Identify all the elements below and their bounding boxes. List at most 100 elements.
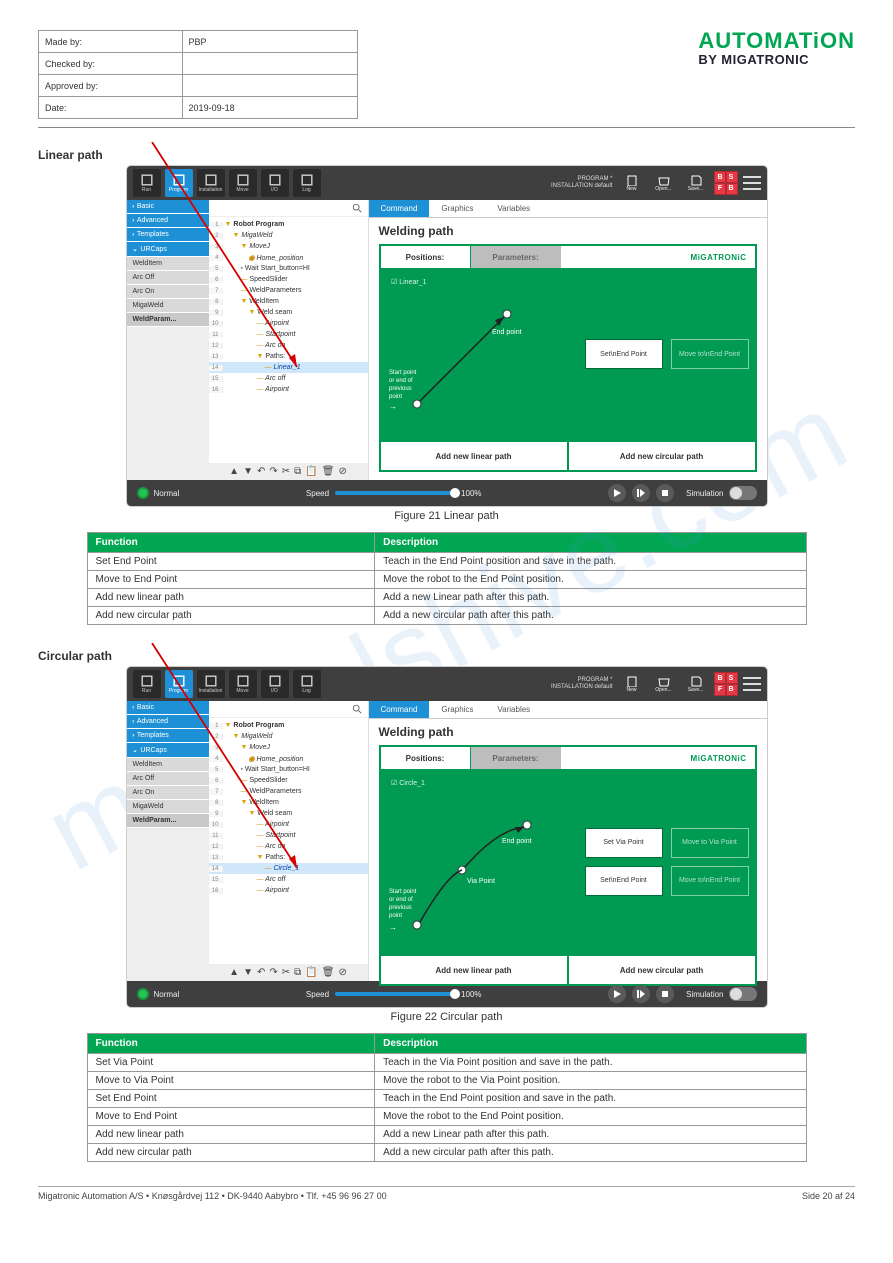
sidebar-item-arc on[interactable]: Arc On [127,786,209,800]
wp-tab-parameters:[interactable]: Parameters: [471,246,561,268]
topbar-tab-installation[interactable]: Installation [197,169,225,197]
tree-cut-icon[interactable]: ✂ [282,967,290,978]
tree-row[interactable]: 4 ◉ Home_position [209,252,368,263]
tree-row[interactable]: 11 — Startpoint [209,329,368,340]
tree-copy-icon[interactable]: ⧉ [294,967,301,978]
wp-button[interactable]: Move to\nEnd Point [671,339,749,369]
panel-tab-command[interactable]: Command [369,701,430,718]
sidebar-item-weldparam...[interactable]: WeldParam... [127,814,209,828]
hamburger-icon[interactable] [743,677,761,691]
sidebar-item-weldparam...[interactable]: WeldParam... [127,313,209,327]
tree-suppress-icon[interactable]: ⊘ [338,967,346,978]
panel-tab-graphics[interactable]: Graphics [429,701,485,718]
tree-cut-icon[interactable]: ✂ [282,466,290,477]
tree-row[interactable]: 5 ▪ Wait Start_button=HI [209,263,368,274]
topbar-new-icon[interactable]: New [619,174,645,192]
wp-button[interactable]: Move to\nEnd Point [671,866,749,896]
topbar-tab-installation[interactable]: Installation [197,670,225,698]
sidebar-section-templates[interactable]: Templates [127,729,209,743]
topbar-tab-run[interactable]: Run [133,670,161,698]
tree-row[interactable]: 16 — Airpoint [209,384,368,395]
wp-tab-positions:[interactable]: Positions: [381,246,471,268]
panel-tab-command[interactable]: Command [369,200,430,217]
tree-row[interactable]: 1 ▼ Robot Program [209,720,368,731]
topbar-tab-log[interactable]: Log [293,670,321,698]
sidebar-section-advanced[interactable]: Advanced [127,214,209,228]
topbar-tab-program[interactable]: Program [165,670,193,698]
play-icon[interactable] [608,484,626,502]
topbar-open...-icon[interactable]: Open... [651,174,677,192]
sidebar-item-welditem[interactable]: WeldItem [127,257,209,271]
sidebar-section-basic[interactable]: Basic [127,200,209,214]
tree-row[interactable]: 10 — Airpoint [209,819,368,830]
tree-row[interactable]: 5 ▪ Wait Start_button=HI [209,764,368,775]
search-icon[interactable] [352,704,362,714]
tree-up-icon[interactable]: ▲ [229,466,239,477]
panel-tab-graphics[interactable]: Graphics [429,200,485,217]
tree-undo-icon[interactable]: ↶ [257,967,265,978]
sidebar-item-arc off[interactable]: Arc Off [127,772,209,786]
tree-row[interactable]: 6 — SpeedSlider [209,775,368,786]
wp-button[interactable]: Move to Via Point [671,828,749,858]
topbar-save...-icon[interactable]: Save... [683,174,709,192]
topbar-tab-i/o[interactable]: I/O [261,169,289,197]
sidebar-section-templates[interactable]: Templates [127,228,209,242]
tree-row[interactable]: 7 — WeldParameters [209,786,368,797]
tree-row[interactable]: 6 — SpeedSlider [209,274,368,285]
sidebar-section-basic[interactable]: Basic [127,701,209,715]
search-icon[interactable] [352,203,362,213]
tree-undo-icon[interactable]: ↶ [257,466,265,477]
tree-row[interactable]: 1 ▼ Robot Program [209,219,368,230]
tree-row[interactable]: 14 — Circle_1 [209,863,368,874]
topbar-new-icon[interactable]: New [619,675,645,693]
sidebar-item-welditem[interactable]: WeldItem [127,758,209,772]
tree-row[interactable]: 2 ▼ MigaWeld [209,230,368,241]
topbar-tab-i/o[interactable]: I/O [261,670,289,698]
wp-button[interactable]: Set\nEnd Point [585,866,663,896]
tree-row[interactable]: 4 ◉ Home_position [209,753,368,764]
sidebar-item-migaweld[interactable]: MigaWeld [127,299,209,313]
bs-grid-icon[interactable]: BSFB [715,172,737,194]
speed-slider[interactable] [335,491,455,495]
tree-row[interactable]: 14 — Linear_1 [209,362,368,373]
wp-tab-positions:[interactable]: Positions: [381,747,471,769]
tree-redo-icon[interactable]: ↷ [269,967,277,978]
tree-row[interactable]: 13 ▼ Paths: [209,351,368,362]
wp-bottom-button[interactable]: Add new linear path [381,956,567,984]
topbar-tab-move[interactable]: Move [229,169,257,197]
tree-row[interactable]: 15 — Arc off [209,874,368,885]
tree-paste-icon[interactable]: 📋 [305,967,317,978]
tree-row[interactable]: 10 — Airpoint [209,318,368,329]
tree-row[interactable]: 2 ▼ MigaWeld [209,731,368,742]
wp-button[interactable]: Set\nEnd Point [585,339,663,369]
wp-bottom-button[interactable]: Add new circular path [567,442,755,470]
tree-row[interactable]: 3 ▼ MoveJ [209,241,368,252]
tree-row[interactable]: 9 ▼ Weld seam [209,808,368,819]
sidebar-item-arc on[interactable]: Arc On [127,285,209,299]
tree-row[interactable]: 16 — Airpoint [209,885,368,896]
sidebar-section-advanced[interactable]: Advanced [127,715,209,729]
topbar-open...-icon[interactable]: Open... [651,675,677,693]
sidebar-section-urcaps[interactable]: URCaps [127,242,209,257]
tree-row[interactable]: 9 ▼ Weld seam [209,307,368,318]
speed-slider[interactable] [335,992,455,996]
simulation-toggle[interactable] [729,987,757,1001]
stop-icon[interactable] [656,985,674,1003]
tree-row[interactable]: 12 — Arc on [209,340,368,351]
tree-row[interactable]: 7 — WeldParameters [209,285,368,296]
tree-redo-icon[interactable]: ↷ [269,466,277,477]
play-icon[interactable] [608,985,626,1003]
panel-tab-variables[interactable]: Variables [485,200,542,217]
topbar-tab-run[interactable]: Run [133,169,161,197]
tree-row[interactable]: 13 ▼ Paths: [209,852,368,863]
tree-row[interactable]: 12 — Arc on [209,841,368,852]
simulation-toggle[interactable] [729,486,757,500]
tree-row[interactable]: 8 ▼ WeldItem [209,296,368,307]
tree-row[interactable]: 8 ▼ WeldItem [209,797,368,808]
hamburger-icon[interactable] [743,176,761,190]
tree-down-icon[interactable]: ▼ [243,967,253,978]
tree-suppress-icon[interactable]: ⊘ [338,466,346,477]
sidebar-item-arc off[interactable]: Arc Off [127,271,209,285]
tree-row[interactable]: 3 ▼ MoveJ [209,742,368,753]
topbar-tab-log[interactable]: Log [293,169,321,197]
